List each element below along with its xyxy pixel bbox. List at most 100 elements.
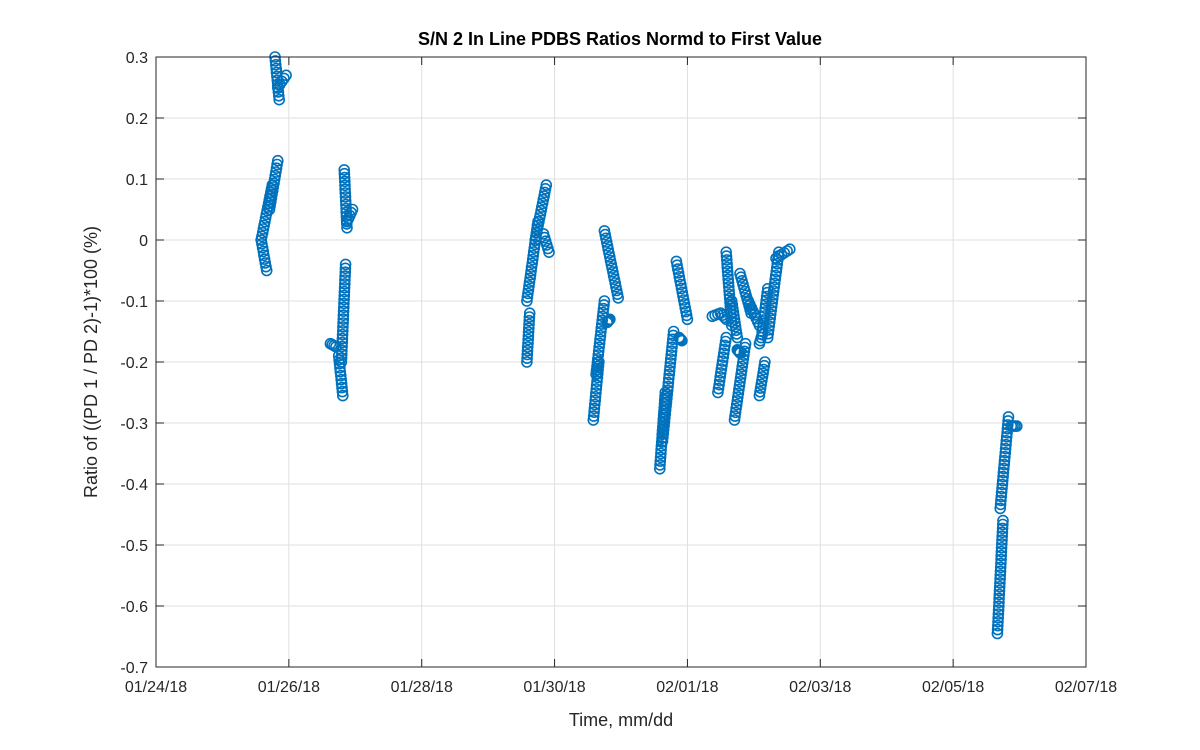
data-point [663,364,676,377]
data-point [769,273,782,286]
data-point [664,353,677,365]
data-point [526,253,539,266]
data-point [994,565,1007,578]
data-point [655,440,668,452]
data-point [338,167,351,180]
data-point [662,376,675,389]
data-point [731,391,744,403]
data-point [737,353,750,365]
data-point [528,238,541,251]
data-point [1010,420,1023,432]
data-point [733,383,745,396]
data-point [719,339,731,352]
data-point [996,526,1009,539]
data-point [272,90,285,102]
data-point [339,183,351,195]
y-tick-label: 0.2 [126,111,148,128]
data-point [263,203,276,216]
data-point [772,246,785,258]
data-point [593,341,605,354]
data-point [769,269,782,282]
data-point [729,320,742,333]
y-axis-label: Ratio of ((PD 1 / PD 2)-1)*100 (%) [81,226,101,498]
data-point [762,327,775,340]
data-point [992,615,1004,628]
x-tick-label: 02/03/18 [789,679,851,696]
data-point [663,368,676,381]
data-point [604,313,616,326]
data-point [671,259,683,272]
data-point [999,450,1011,463]
data-point [730,398,743,411]
data-point [339,191,352,203]
data-point [522,322,535,335]
data-point [993,580,1006,593]
data-point [264,196,277,208]
data-point [659,404,672,416]
data-point [715,363,728,375]
data-point [338,289,351,302]
data-point [739,341,751,354]
data-point [770,265,783,278]
data-point [757,363,770,376]
data-point [996,530,1009,543]
data-point [523,276,536,288]
data-point [995,541,1008,554]
data-point [673,270,686,283]
data-point [665,345,678,357]
data-point [681,313,694,326]
data-point [992,600,1005,613]
data-point [736,360,749,373]
data-point [654,451,667,464]
data-point [336,340,348,353]
data-point [720,246,733,258]
data-point [595,325,607,338]
data-point [716,355,729,367]
data-point [739,337,752,350]
data-point [336,381,348,394]
data-point [717,351,730,364]
data-point [521,348,534,361]
data-point [722,281,735,293]
data-point [995,494,1007,507]
data-point [337,313,350,325]
data-point [761,331,774,344]
data-point [272,86,285,98]
data-point [765,300,778,313]
data-point [526,257,539,270]
data-point [662,372,675,385]
data-point [525,261,538,273]
data-point [738,349,750,361]
data-point [337,317,349,329]
data-point [676,334,688,347]
data-point [339,266,352,279]
data-point [257,245,270,258]
y-tick-label: -0.5 [120,538,148,555]
x-tick-label: 01/24/18 [125,679,187,696]
data-point [994,569,1007,581]
data-point [767,289,780,301]
data-point [660,400,672,412]
data-point [993,584,1006,597]
data-point [521,352,533,365]
data-point [658,415,671,428]
data-point [337,305,350,318]
data-point [661,388,674,401]
data-point [524,268,537,281]
data-point [334,369,347,382]
data-point [522,326,535,338]
data-point [661,384,674,397]
y-tick-label: -0.1 [120,294,148,311]
data-point [766,296,779,309]
data-point [654,455,667,467]
data-point [720,254,733,266]
data-point [591,352,604,365]
data-point [738,345,751,358]
x-tick-label: 02/05/18 [922,679,984,696]
data-point [764,308,777,321]
data-point [269,59,282,71]
data-point [655,443,667,456]
data-point [521,295,533,307]
data-point [523,311,536,323]
x-tick-label: 01/26/18 [258,679,320,696]
